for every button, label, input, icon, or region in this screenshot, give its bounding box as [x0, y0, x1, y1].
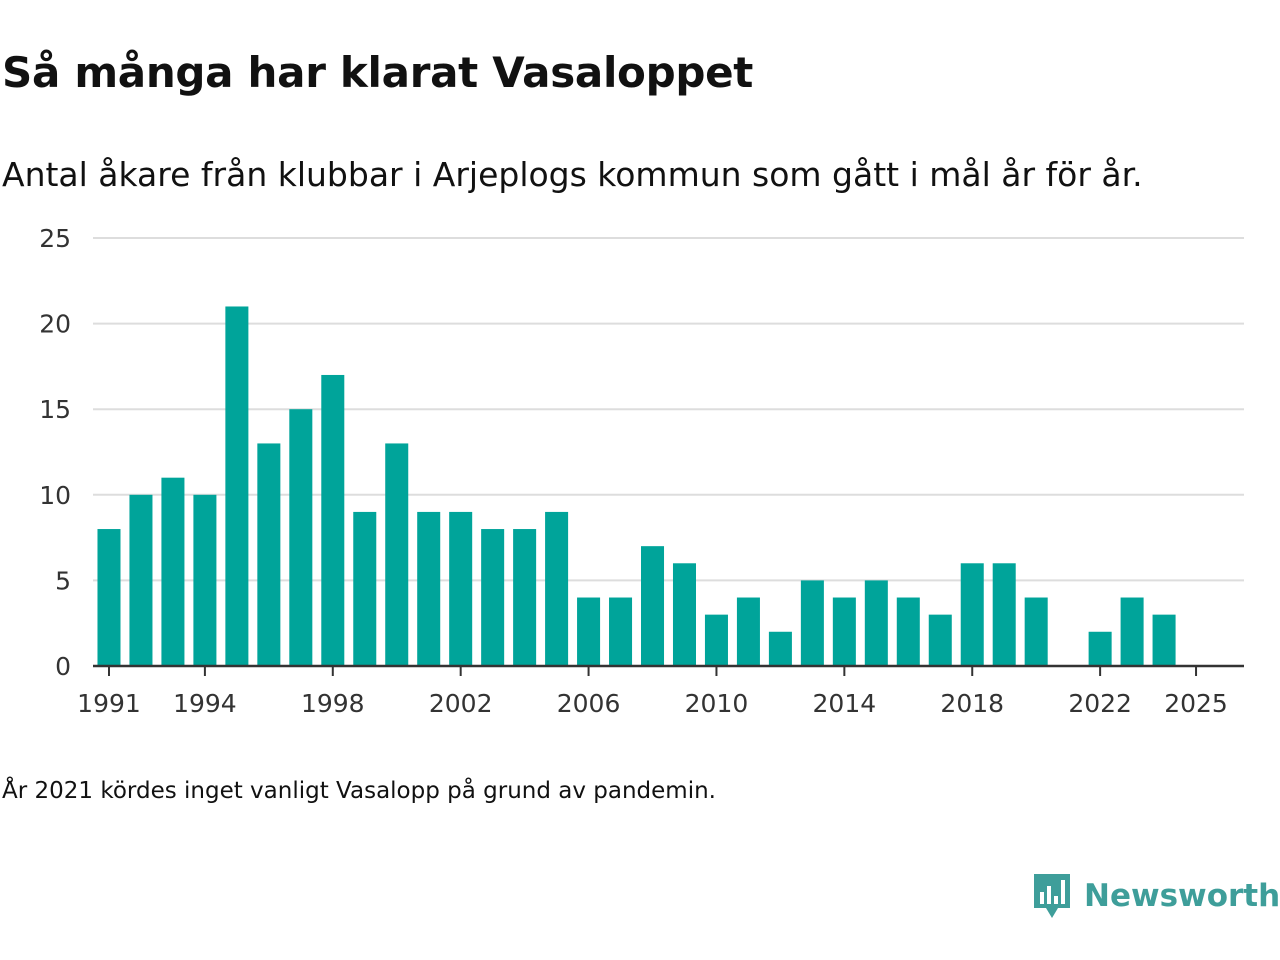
bar-2017[interactable] — [928, 614, 952, 666]
bars — [97, 306, 1176, 666]
y-tick-label: 15 — [39, 395, 71, 424]
bar-2019[interactable] — [992, 563, 1016, 666]
x-tick-label: 2018 — [940, 689, 1004, 718]
chart-subtitle: Antal åkare från klubbar i Arjeplogs kom… — [2, 155, 1143, 194]
bar-1991[interactable] — [97, 529, 121, 666]
bar-1993[interactable] — [161, 477, 185, 666]
bar-1999[interactable] — [353, 511, 377, 666]
bar-2004[interactable] — [513, 529, 537, 666]
bar-2010[interactable] — [704, 614, 728, 666]
y-tick-label: 0 — [55, 652, 71, 681]
bar-1992[interactable] — [129, 494, 153, 666]
y-tick-label: 5 — [55, 566, 71, 595]
x-axis: 1991 1994 1998 2002 2006 2010 2014 2018 2022 2025 — [77, 664, 1244, 718]
bar-2014[interactable] — [832, 597, 856, 666]
footnote: År 2021 kördes inget vanligt Vasalopp på… — [2, 778, 716, 804]
x-tick-label: 1991 — [77, 689, 141, 718]
chart-title: Så många har klarat Vasaloppet — [2, 48, 754, 97]
newsworthy-logo[interactable]: Newsworthy — [1032, 870, 1280, 922]
y-axis: 0 5 10 15 20 25 — [39, 224, 71, 681]
bar-2007[interactable] — [609, 597, 633, 666]
bar-1998[interactable] — [321, 374, 345, 666]
bar-2005[interactable] — [545, 511, 569, 666]
bar-2006[interactable] — [577, 597, 601, 666]
x-tick-label: 1994 — [173, 689, 237, 718]
bar-1994[interactable] — [193, 494, 217, 666]
bar-2008[interactable] — [641, 546, 665, 666]
x-tick-label: 2025 — [1164, 689, 1228, 718]
bar-2001[interactable] — [417, 511, 441, 666]
bar-2024[interactable] — [1152, 614, 1176, 666]
y-tick-label: 10 — [39, 481, 71, 510]
bar-2015[interactable] — [864, 580, 888, 666]
y-tick-label: 25 — [39, 224, 71, 253]
bar-2023[interactable] — [1120, 597, 1144, 666]
brand-name: Newsworthy — [1084, 878, 1280, 914]
x-tick-label: 1998 — [301, 689, 365, 718]
bar-1997[interactable] — [289, 409, 313, 666]
x-tick-label: 2002 — [429, 689, 493, 718]
bar-2022[interactable] — [1088, 631, 1112, 666]
x-tick-label: 2022 — [1068, 689, 1132, 718]
bar-2020[interactable] — [1024, 597, 1048, 666]
bar-2000[interactable] — [385, 443, 409, 666]
y-tick-label: 20 — [39, 310, 71, 339]
bar-2009[interactable] — [672, 563, 696, 666]
newsworthy-logo-icon — [1034, 874, 1070, 918]
bar-1995[interactable] — [225, 306, 249, 666]
bar-2012[interactable] — [768, 631, 792, 666]
x-tick-label: 2006 — [557, 689, 621, 718]
bar-2013[interactable] — [800, 580, 824, 666]
x-tick-label: 2014 — [813, 689, 877, 718]
bar-2018[interactable] — [960, 563, 984, 666]
gridlines — [93, 237, 1244, 582]
bar-2016[interactable] — [896, 597, 920, 666]
bar-1996[interactable] — [257, 443, 281, 666]
bar-2003[interactable] — [481, 529, 505, 666]
x-tick-label: 2010 — [685, 689, 749, 718]
bar-2011[interactable] — [736, 597, 760, 666]
bar-2002[interactable] — [449, 511, 473, 666]
